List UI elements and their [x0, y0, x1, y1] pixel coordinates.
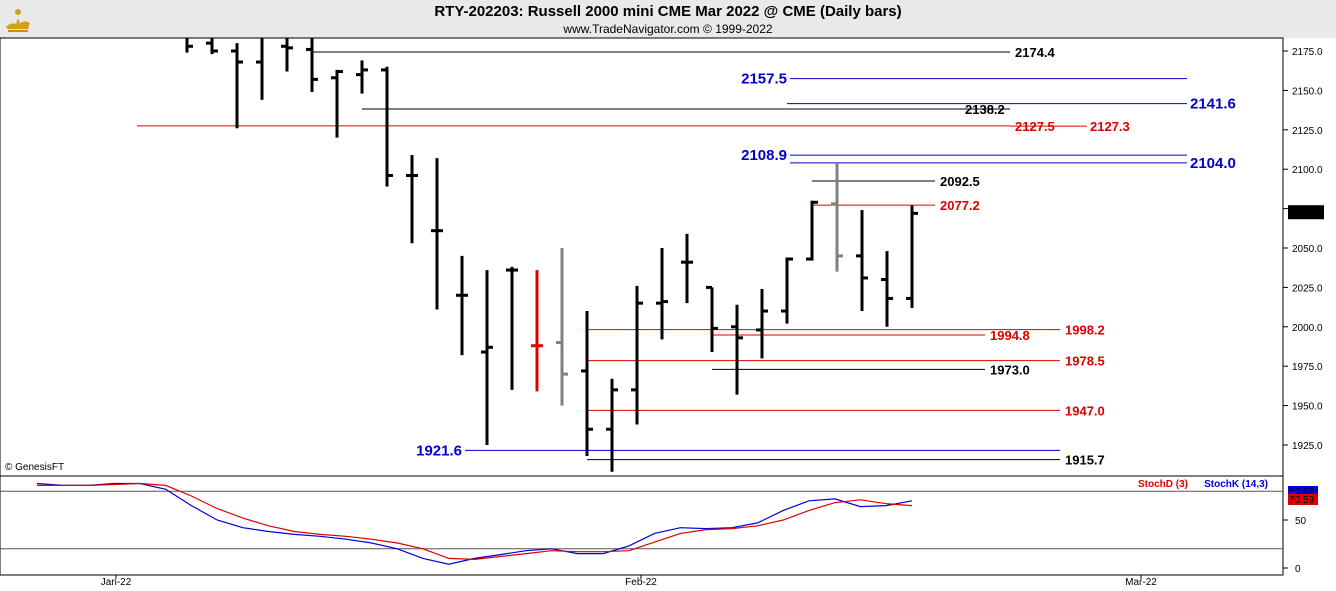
price-level: 2138.2: [362, 102, 1010, 117]
ohlc-bar: [806, 200, 818, 261]
price-level: 1994.8: [712, 328, 1030, 343]
x-tick-label: Feb-22: [625, 577, 657, 588]
y-tick-label: 1975.0: [1292, 362, 1323, 373]
ohlc-bar: [881, 251, 893, 327]
ohlc-bar: [506, 266, 518, 390]
ohlc-bar: [256, 38, 264, 100]
price-level: 1998.2: [587, 323, 1105, 338]
y-tick-label: 2000.0: [1292, 323, 1323, 334]
stochk-value: 70.98: [1289, 487, 1314, 498]
ohlc-bar: [185, 38, 193, 53]
price-level: 2108.9: [741, 147, 1187, 164]
y-tick-label: 2125.0: [1292, 126, 1323, 137]
ohlc-bar: [756, 288, 768, 359]
chart-subtitle: www.TradeNavigator.com © 1999-2022: [563, 22, 773, 36]
ohlc-bar: [331, 69, 343, 138]
price-level: 2104.0: [790, 155, 1236, 172]
price-level: 2127.3: [1010, 119, 1130, 134]
price-level: 2157.5: [741, 71, 1187, 88]
price-level: 2174.4: [312, 45, 1056, 60]
chart-header: [0, 0, 1336, 38]
legend-stochk: StochK (14,3): [1204, 479, 1268, 490]
price-level: 1947.0: [587, 403, 1105, 418]
stochd-value: 70.59: [1289, 495, 1314, 506]
level-label: 2127.3: [1090, 119, 1130, 134]
y-tick-label: 2150.0: [1292, 86, 1323, 97]
ohlc-bar: [406, 155, 418, 244]
stoch-tick-label: 50: [1295, 516, 1307, 527]
level-label: 2141.6: [1190, 96, 1236, 113]
ohlc-bar: [906, 205, 918, 308]
x-tick-label: Jan-22: [101, 577, 132, 588]
ohlc-bar: [856, 210, 868, 312]
ohlc-bar: [631, 285, 643, 425]
ohlc-bar: [481, 270, 493, 445]
price-level: 1973.0: [712, 362, 1030, 377]
stoch-series-line: [36, 482, 913, 565]
last-price-box: [1288, 205, 1324, 220]
level-label: 1915.7: [1065, 453, 1105, 468]
price-panel: [0, 37, 1284, 477]
price-level: 1978.5: [587, 354, 1105, 369]
ohlc-bar: [731, 304, 743, 395]
stochastic-panel: [0, 475, 1284, 576]
x-tick-label: Mar-22: [1125, 577, 1157, 588]
price-level: 2141.6: [787, 96, 1236, 113]
y-tick-label: 2025.0: [1292, 283, 1323, 294]
y-tick-label: 2100.0: [1292, 165, 1323, 176]
ohlc-bar: [556, 248, 568, 406]
stoch-series-line: [37, 482, 913, 561]
legend-stochd: StochD (3): [1138, 479, 1188, 490]
level-label: 2092.5: [940, 174, 980, 189]
level-label: 2157.5: [741, 71, 787, 88]
level-label: 1998.2: [1065, 323, 1105, 338]
level-label: 1973.0: [990, 362, 1030, 377]
price-level: 1915.7: [587, 453, 1105, 468]
ohlc-bar: [531, 270, 543, 392]
copyright-text: © GenesisFT: [5, 462, 65, 473]
level-label: 1978.5: [1065, 354, 1105, 369]
chart-title: RTY-202203: Russell 2000 mini CME Mar 20…: [434, 3, 902, 20]
price-level: 1921.6: [416, 442, 1060, 459]
price-level: 2092.5: [812, 174, 980, 189]
ohlc-bar: [781, 257, 793, 324]
ohlc-bar: [281, 38, 293, 72]
y-tick-label: 1950.0: [1292, 402, 1323, 413]
stochk-value-box: [1288, 486, 1318, 497]
level-label: 2174.4: [1015, 45, 1056, 60]
level-label: 2077.2: [940, 198, 980, 213]
level-label: 2104.0: [1190, 155, 1236, 172]
y-tick-label: 2050.0: [1292, 244, 1323, 255]
ohlc-bar: [431, 158, 443, 310]
y-tick-label: 1925.0: [1292, 441, 1323, 452]
level-label: 1921.6: [416, 442, 462, 459]
last-price-label: 2072.7: [1290, 208, 1321, 219]
y-tick-label: 2175.0: [1292, 47, 1323, 58]
level-label: 2108.9: [741, 147, 787, 164]
ohlc-bar: [456, 255, 468, 356]
stochd-value-box: [1288, 494, 1318, 505]
level-label: 1994.8: [990, 328, 1030, 343]
ohlc-bar: [656, 248, 668, 340]
ohlc-bar: [381, 66, 393, 187]
ohlc-bar: [206, 38, 218, 55]
price-axis: [1283, 38, 1336, 575]
level-label: 2138.2: [965, 102, 1005, 117]
ohlc-bar: [706, 285, 718, 353]
ohlc-bar: [356, 60, 368, 94]
ohlc-bar: [581, 311, 593, 457]
level-label: 1947.0: [1065, 403, 1105, 418]
ohlc-bar: [681, 233, 693, 304]
stoch-tick-label: 0: [1295, 564, 1301, 575]
ohlc-bar: [606, 378, 618, 472]
ohlc-bar: [831, 162, 843, 272]
ohlc-bar: [306, 38, 318, 92]
genie-lamp-icon: [6, 9, 30, 32]
ohlc-bar: [231, 43, 243, 129]
